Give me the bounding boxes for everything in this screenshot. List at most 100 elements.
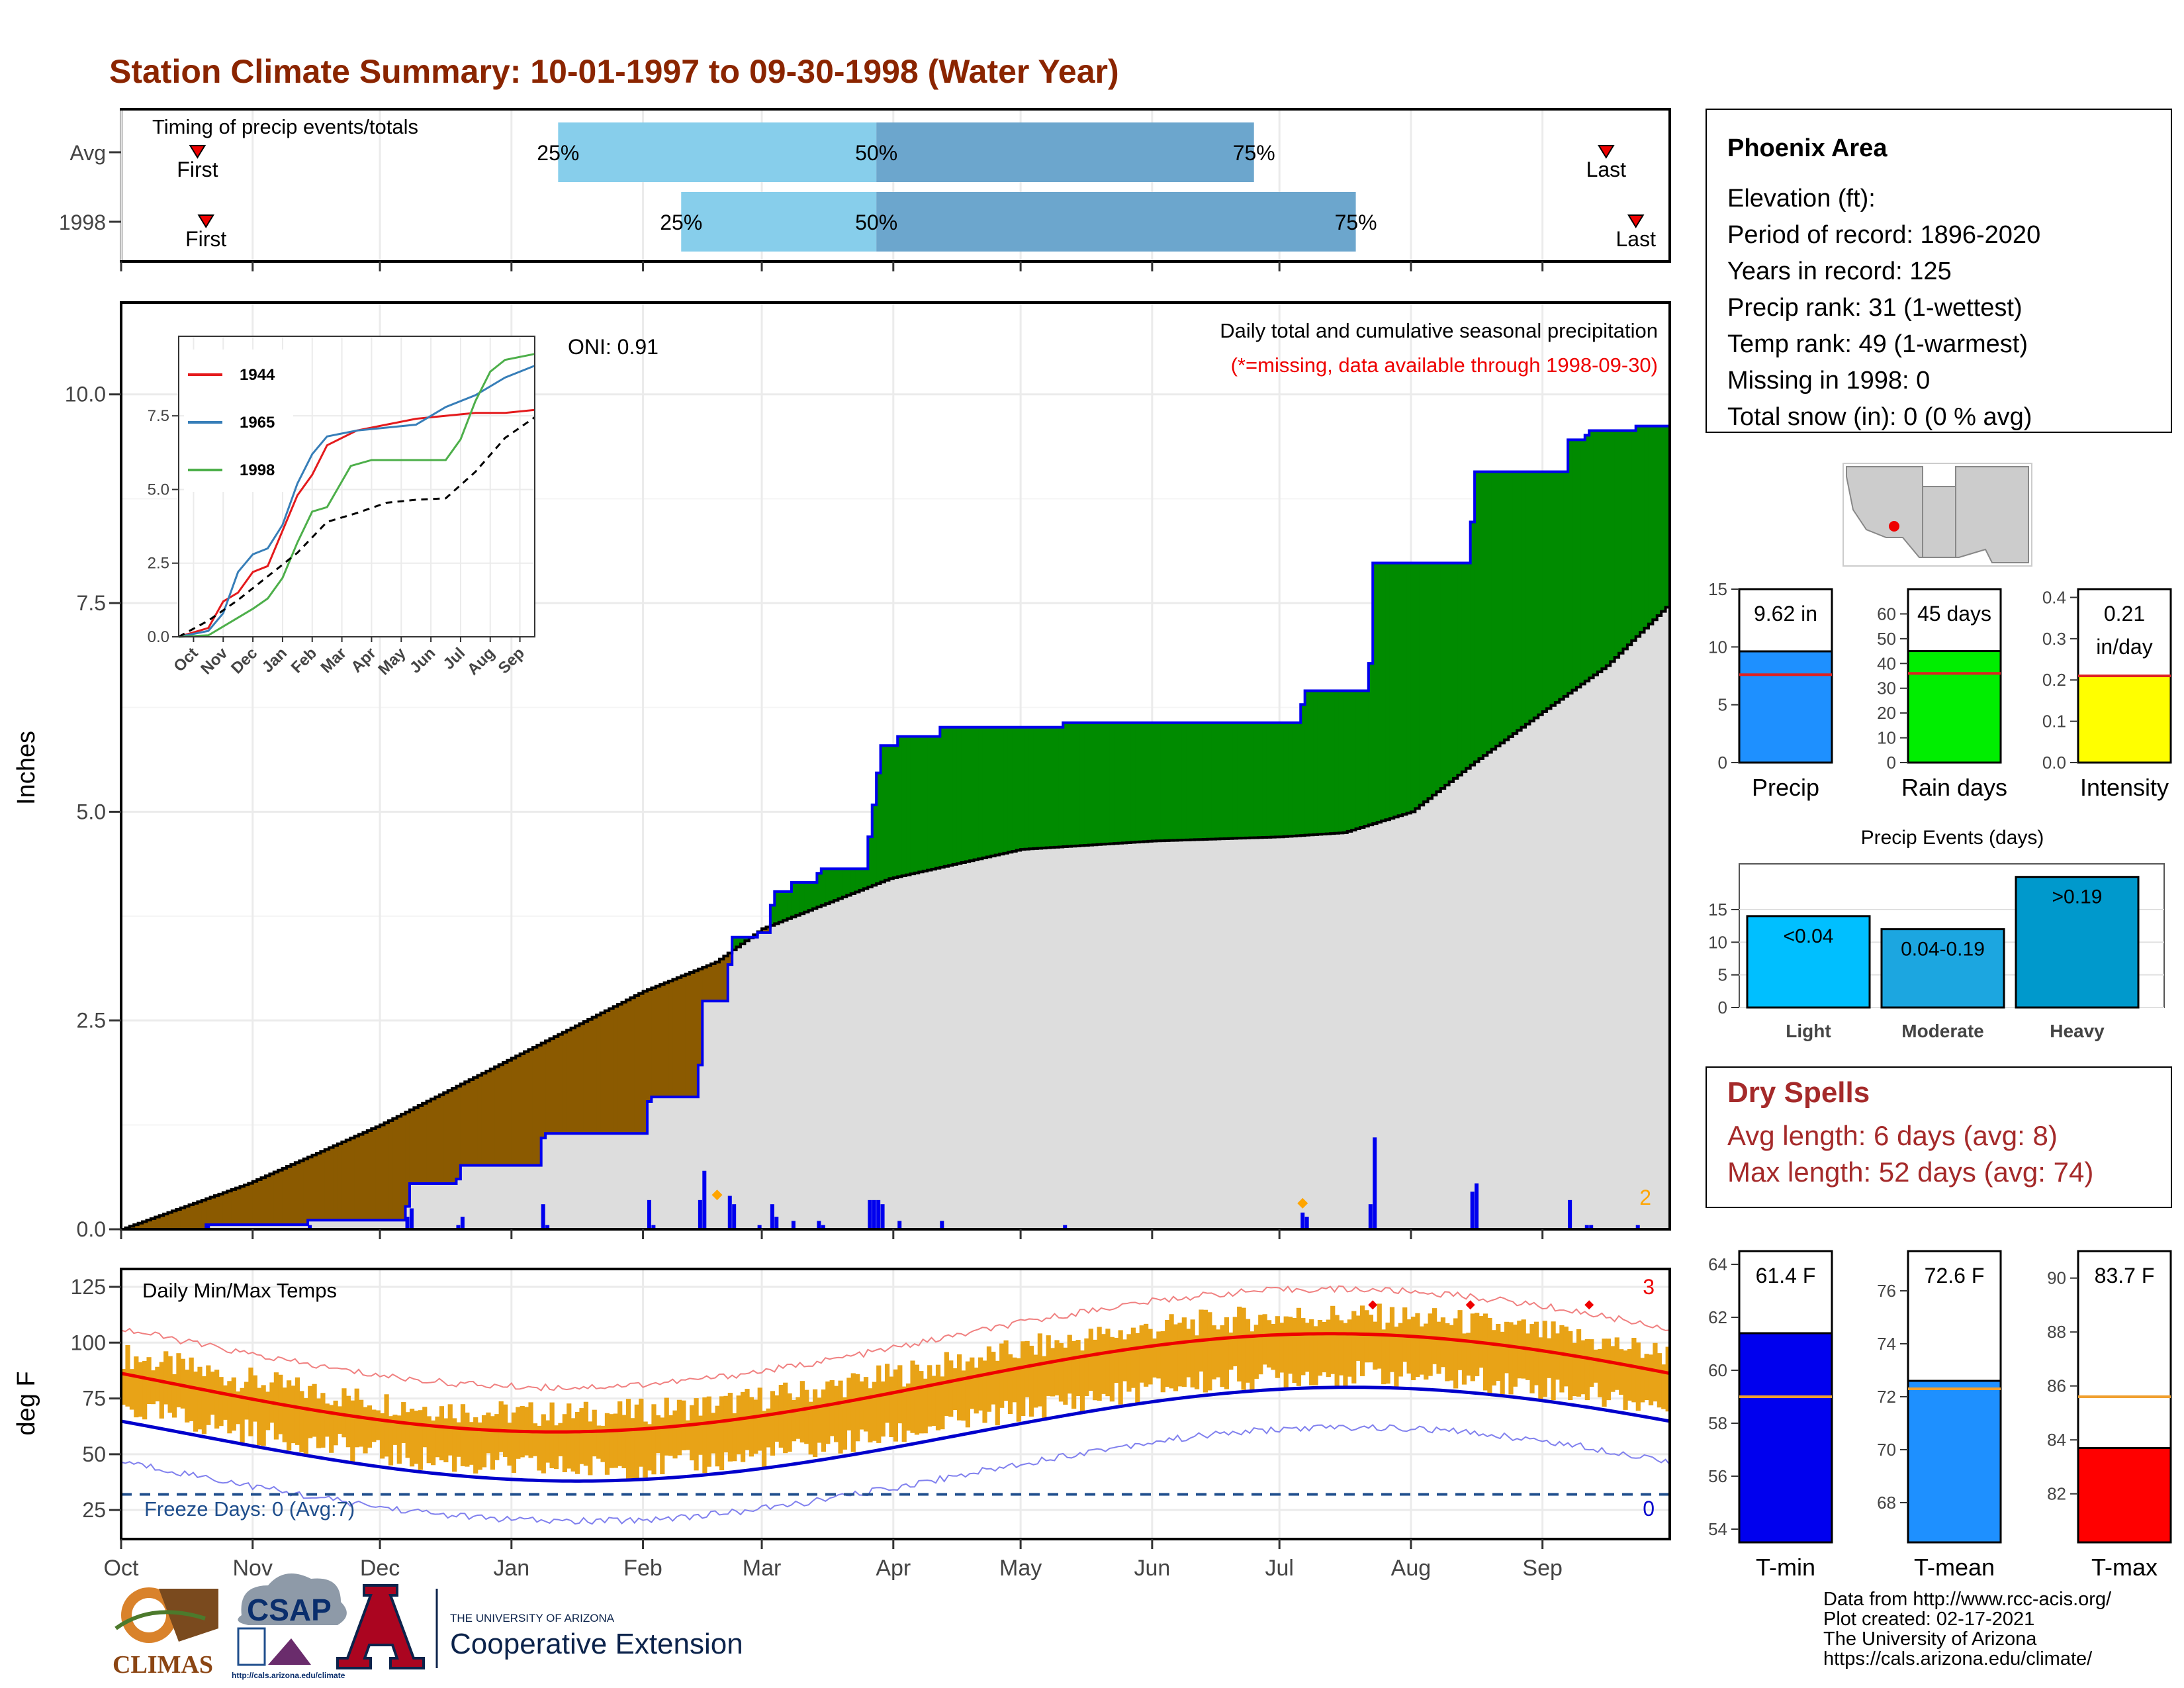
daily-temp-bar	[193, 1371, 199, 1432]
deficit-area	[359, 1134, 364, 1221]
bar-tick-label: 0	[1718, 753, 1727, 773]
daily-temp-bar	[265, 1391, 271, 1430]
daily-temp-bar	[146, 1357, 152, 1404]
surplus-area	[910, 736, 915, 874]
daily-temp-bar	[1533, 1321, 1539, 1385]
surplus-area	[1653, 426, 1658, 620]
daily-temp-bar	[384, 1394, 389, 1457]
bar-tick-label: 0.4	[2042, 587, 2066, 607]
credit-line: The University of Arizona	[1823, 1628, 2037, 1650]
deficit-area	[240, 1186, 245, 1225]
surplus-area	[1169, 722, 1174, 841]
daily-precip-bar	[702, 1170, 707, 1229]
daily-temp-bar	[537, 1425, 542, 1471]
daily-temp-bar	[1079, 1350, 1085, 1412]
daily-temp-bar	[316, 1398, 322, 1448]
month-label: Jun	[1134, 1556, 1170, 1581]
surplus-area	[1288, 722, 1293, 837]
daily-temp-bar	[1054, 1340, 1060, 1395]
daily-temp-bar	[970, 1357, 975, 1409]
deficit-area	[660, 984, 665, 1098]
surplus-area	[1406, 563, 1412, 814]
surplus-area	[1152, 722, 1157, 841]
daily-temp-bar	[1122, 1339, 1128, 1382]
event-bar-label: >0.19	[2052, 886, 2103, 908]
daily-temp-bar	[375, 1410, 381, 1440]
daily-temp-bar	[189, 1357, 194, 1421]
value-bar	[1738, 650, 1833, 764]
bar-tick-label: 0.0	[2042, 753, 2066, 773]
daily-temp-bar	[1419, 1326, 1424, 1375]
bar-category-label: T-mean	[1914, 1554, 1995, 1581]
surplus-area	[1114, 722, 1119, 844]
surplus-area	[1576, 440, 1581, 688]
surplus-area	[1343, 690, 1348, 833]
inset-series-line	[178, 365, 535, 638]
daily-temp-bar	[940, 1376, 945, 1430]
surplus-area	[956, 727, 962, 864]
daily-temp-bar	[741, 1391, 746, 1462]
deficit-area	[189, 1205, 194, 1229]
daily-temp-bar	[1156, 1331, 1161, 1379]
daily-temp-bar	[1593, 1349, 1598, 1383]
daily-temp-bar	[1389, 1307, 1395, 1372]
deficit-area	[719, 959, 724, 1002]
deficit-area	[206, 1198, 211, 1225]
surplus-area	[1313, 690, 1318, 835]
daily-temp-bar	[897, 1365, 903, 1424]
daily-temp-bar	[1334, 1315, 1340, 1387]
daily-temp-bar	[1410, 1317, 1416, 1381]
deficit-area	[685, 974, 690, 1098]
daily-temp-bar	[978, 1357, 983, 1411]
surplus-area	[1330, 690, 1336, 834]
daily-temp-bar	[855, 1374, 860, 1442]
daily-temp-bar	[1538, 1337, 1543, 1399]
daily-temp-bar	[1148, 1329, 1153, 1385]
daily-temp-bar	[494, 1414, 500, 1460]
daily-temp-bar	[1398, 1323, 1403, 1377]
daily-temp-bar	[1381, 1329, 1387, 1385]
surplus-area	[1186, 722, 1191, 840]
daily-precip-bar	[651, 1225, 656, 1229]
daily-temp-bar	[906, 1383, 911, 1431]
surplus-area	[1275, 722, 1280, 837]
surplus-area	[1627, 430, 1632, 645]
deficit-area	[134, 1225, 139, 1229]
deficit-area	[435, 1097, 440, 1184]
station-missing: Missing in 1998: 0	[1727, 367, 1930, 395]
surplus-area	[1300, 704, 1306, 836]
daily-temp-bar	[974, 1367, 979, 1414]
deficit-area	[193, 1203, 198, 1229]
daily-temp-bar	[1216, 1329, 1221, 1378]
daily-temp-bar	[1279, 1323, 1285, 1373]
timing-75-label: 75%	[1233, 141, 1275, 165]
surplus-area	[1266, 722, 1271, 837]
deficit-area	[163, 1213, 169, 1229]
daily-temp-bar	[171, 1374, 177, 1418]
deficit-area	[647, 989, 652, 1102]
deficit-area	[231, 1189, 236, 1225]
daily-temp-bar	[498, 1401, 504, 1452]
max-precip-marker	[1297, 1197, 1308, 1209]
surplus-area	[1228, 722, 1234, 839]
daily-temp-bar	[134, 1356, 139, 1418]
daily-temp-bar	[244, 1382, 250, 1420]
daily-temp-bar	[1584, 1338, 1590, 1401]
first-label: First	[185, 227, 226, 251]
daily-temp-bar	[324, 1403, 330, 1437]
daily-temp-bar	[668, 1415, 674, 1456]
surplus-area	[948, 727, 954, 866]
daily-temp-bar	[1661, 1364, 1666, 1409]
surplus-area	[1347, 690, 1352, 831]
surplus-area	[1475, 471, 1480, 762]
surplus-area	[1619, 430, 1624, 653]
surplus-area	[783, 891, 788, 921]
daily-temp-bar	[948, 1360, 954, 1417]
daily-temp-bar	[1093, 1339, 1098, 1401]
surplus-area	[1232, 722, 1238, 839]
daily-precip-bar	[876, 1199, 881, 1229]
surplus-area	[1135, 722, 1140, 843]
bar-tick-label: 15	[1708, 579, 1727, 599]
deficit-area	[337, 1143, 342, 1221]
bar-value-label: 0.21	[2104, 602, 2145, 626]
